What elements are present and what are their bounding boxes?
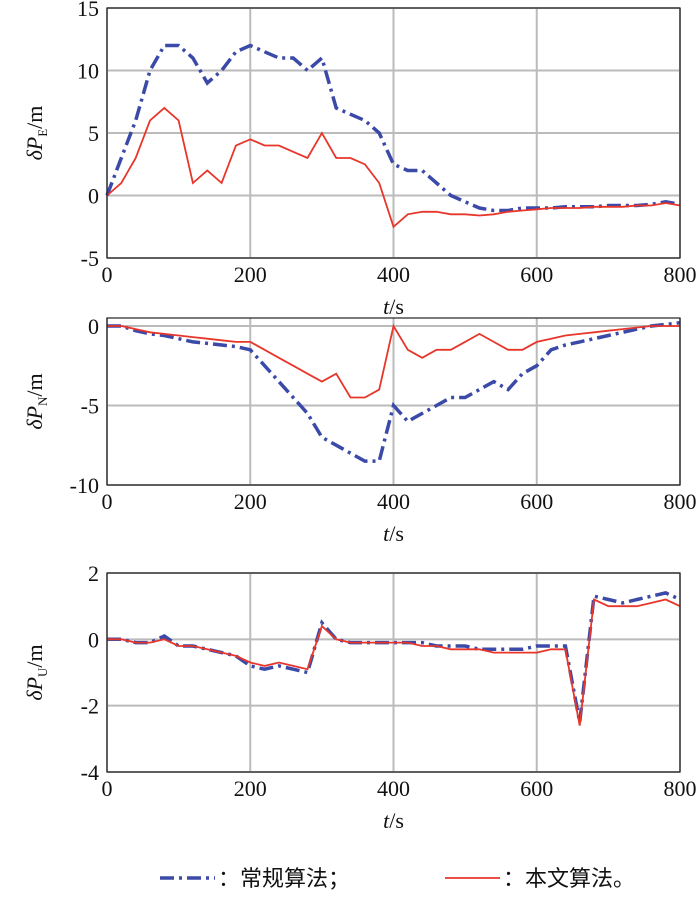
series-line	[107, 323, 680, 399]
y-tick-label: -5	[81, 246, 99, 271]
x-tick-label: 200	[234, 262, 267, 287]
x-label-var: t	[383, 808, 390, 833]
y-label-unit: /m	[22, 373, 47, 396]
plot-frame	[106, 572, 681, 773]
x-tick-label: 600	[520, 489, 553, 514]
y-axis-label: δPU/m	[22, 644, 50, 700]
y-tick-label: 15	[77, 0, 99, 21]
y-axis-label: δPE/m	[22, 106, 50, 161]
x-label-unit: /s	[389, 294, 404, 319]
x-label-var: t	[383, 294, 390, 319]
x-axis-label: t/s	[383, 294, 404, 319]
series-line	[106, 106, 681, 229]
x-tick-label: 600	[520, 262, 553, 287]
y-tick-label: -10	[70, 473, 99, 498]
y-label-unit: /m	[22, 644, 47, 667]
y-label-sub: E	[35, 129, 50, 137]
y-tick-label: 5	[88, 121, 99, 146]
x-tick-label: 0	[102, 262, 113, 287]
y-label-var: δP	[22, 137, 47, 161]
y-label-var: δP	[22, 406, 47, 430]
legend-label: ：常规算法；	[218, 867, 350, 892]
y-tick-label: 0	[88, 314, 99, 339]
x-tick-label: 200	[234, 776, 267, 801]
x-tick-label: 200	[234, 489, 267, 514]
x-tick-label: 800	[664, 262, 697, 287]
y-axis-label: δPN/m	[22, 373, 50, 429]
x-tick-label: 0	[102, 489, 113, 514]
x-tick-label: 800	[664, 776, 697, 801]
x-tick-label: 800	[664, 489, 697, 514]
y-tick-label: -5	[81, 393, 99, 418]
y-tick-label: 2	[88, 561, 99, 586]
plot-frame	[106, 317, 681, 486]
x-tick-label: 400	[377, 489, 410, 514]
x-label-unit: /s	[389, 521, 404, 546]
plot-frame	[106, 7, 681, 259]
y-label-sub: U	[35, 667, 50, 677]
x-axis-label: t/s	[383, 521, 404, 546]
y-tick-label: 0	[88, 627, 99, 652]
y-label-var: δP	[22, 677, 47, 701]
y-tick-label: 10	[77, 59, 99, 84]
series-line	[107, 321, 681, 463]
x-axis-label: t/s	[383, 808, 404, 833]
y-label-sub: N	[35, 396, 50, 406]
y-tick-label: -4	[81, 760, 99, 785]
y-label-unit: /m	[22, 106, 47, 129]
x-tick-label: 400	[377, 776, 410, 801]
x-tick-label: 400	[377, 262, 410, 287]
x-label-unit: /s	[389, 808, 404, 833]
x-tick-label: 0	[102, 776, 113, 801]
series-line	[107, 598, 681, 726]
y-tick-label: 0	[88, 184, 99, 209]
legend-label: ：本文算法。	[503, 867, 635, 892]
y-tick-label: -2	[81, 694, 99, 719]
x-label-var: t	[383, 521, 390, 546]
x-tick-label: 600	[520, 776, 553, 801]
